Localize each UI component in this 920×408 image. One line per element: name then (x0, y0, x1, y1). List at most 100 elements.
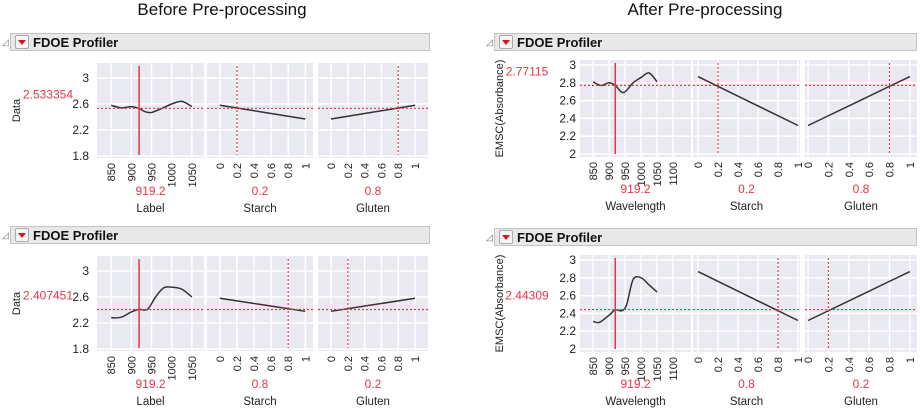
x-tick-label: 0.2 (713, 162, 725, 177)
prediction-curve (330, 297, 416, 313)
x-tick-label: 1 (300, 356, 312, 362)
x-tick-label: 0.4 (249, 163, 261, 178)
y-tick-label: 2.8 (559, 76, 576, 90)
prediction-curve (807, 75, 911, 127)
red-dropdown-menu-icon[interactable] (15, 35, 29, 49)
x-tick-label: 1 (793, 162, 805, 168)
x-tick-label: 0.8 (393, 356, 405, 371)
y-tick-label: 2.2 (559, 129, 576, 143)
x-tick-label: 0.4 (249, 356, 261, 371)
x-tick-label: 850 (106, 163, 118, 181)
x-tick-label: 0.2 (232, 356, 244, 371)
factor-current-value[interactable]: 0.8 (365, 184, 382, 198)
prediction-curve (592, 72, 658, 94)
x-tick-label: 0.2 (232, 163, 244, 178)
x-tick-label: 0.6 (864, 162, 876, 177)
x-tick-label: 1000 (167, 356, 179, 380)
factor-current-value[interactable]: 0.8 (738, 377, 755, 391)
x-tick-label: 0.6 (753, 162, 765, 177)
x-tick-label: 0.6 (266, 163, 278, 178)
x-tick-label: 1 (905, 162, 917, 168)
factor-current-value[interactable]: 0.8 (252, 377, 269, 391)
factor-label: Wavelength (605, 396, 665, 408)
x-tick-label: 0.6 (376, 356, 388, 371)
collapse-triangle-icon[interactable]: ◿ (2, 37, 9, 47)
x-tick-label: 900 (126, 163, 138, 181)
factor-current-value[interactable]: 0.2 (252, 184, 269, 198)
x-tick-label: 850 (588, 162, 600, 180)
response-value: 2.533354 (23, 87, 73, 101)
y-tick-label: 1.8 (72, 149, 89, 163)
x-tick-label: 0.8 (885, 162, 897, 177)
x-tick-label: 0.6 (376, 163, 388, 178)
x-tick-label: 1 (300, 163, 312, 169)
factor-current-value[interactable]: 0.2 (365, 377, 382, 391)
x-tick-label: 1 (410, 356, 422, 362)
x-tick-label: 1100 (668, 162, 680, 186)
x-tick-label: 0.8 (283, 356, 295, 371)
y-tick-label: 2.2 (72, 123, 89, 137)
factor-plot-area (693, 60, 800, 157)
profiler-title: FDOE Profiler (517, 34, 603, 50)
collapse-triangle-icon[interactable]: ◿ (2, 230, 9, 240)
profiler-header-after-1: FDOE Profiler (494, 33, 917, 51)
y-axis-label: EMSC(Absorbance) (494, 255, 506, 353)
x-tick-label: 0.2 (823, 162, 835, 177)
x-tick-label: 0.8 (885, 357, 897, 372)
collapse-triangle-icon[interactable]: ◿ (486, 37, 493, 47)
x-tick-label: 0.2 (343, 163, 355, 178)
x-tick-label: 0.2 (713, 357, 725, 372)
profiler-header-after-2: FDOE Profiler (494, 228, 917, 246)
red-dropdown-menu-icon[interactable] (15, 228, 29, 242)
factor-label: Gluten (844, 201, 878, 213)
x-tick-label: 0.4 (733, 357, 745, 372)
factor-label: Gluten (844, 396, 878, 408)
y-axis-label: EMSC(Absorbance) (494, 60, 506, 158)
red-dropdown-menu-icon[interactable] (499, 35, 513, 49)
y-tick-label: 2.2 (559, 324, 576, 338)
factor-current-value[interactable]: 0.2 (738, 182, 755, 196)
y-axis-label: Data (11, 98, 23, 122)
x-tick-label: 0.2 (823, 357, 835, 372)
factor-current-value[interactable]: 919.2 (620, 377, 650, 391)
factor-current-value[interactable]: 0.2 (853, 377, 870, 391)
x-tick-label: 900 (604, 357, 616, 375)
y-tick-label: 2.8 (559, 271, 576, 285)
factor-current-value[interactable]: 919.2 (620, 182, 650, 196)
factor-plot-area (207, 63, 313, 158)
x-tick-label: 0.4 (360, 163, 372, 178)
factor-current-value[interactable]: 919.2 (135, 184, 165, 198)
red-dropdown-menu-icon[interactable] (499, 230, 513, 244)
x-tick-label: 0.2 (343, 356, 355, 371)
factor-plot-area (805, 255, 917, 352)
y-tick-label: 2.6 (72, 97, 89, 111)
y-axis-label: Data (11, 291, 23, 315)
factor-plot-area (207, 256, 313, 351)
factor-plot-area (580, 60, 691, 157)
prediction-curve (330, 104, 416, 120)
x-tick-label: 0.4 (844, 357, 856, 372)
x-tick-label: 0.4 (733, 162, 745, 177)
factor-current-value[interactable]: 919.2 (135, 377, 165, 391)
x-tick-label: 0.6 (266, 356, 278, 371)
y-tick-label: 2.6 (72, 290, 89, 304)
x-tick-label: 1050 (187, 356, 199, 380)
factor-label: Label (136, 203, 164, 215)
x-tick-label: 0.8 (393, 163, 405, 178)
profiler-title: FDOE Profiler (33, 34, 119, 50)
x-tick-label: 1000 (167, 163, 179, 187)
x-tick-label: 1 (410, 163, 422, 169)
response-value: 2.44309 (505, 289, 549, 303)
collapse-triangle-icon[interactable]: ◿ (486, 232, 493, 242)
response-value: 2.77115 (506, 64, 549, 78)
x-tick-label: 1050 (187, 163, 199, 187)
factor-plot-area (318, 63, 428, 158)
factor-label: Starch (730, 396, 763, 408)
y-tick-label: 3 (569, 253, 576, 267)
x-tick-label: 0.6 (864, 357, 876, 372)
x-tick-label: 0 (215, 163, 227, 169)
x-tick-label: 950 (147, 356, 159, 374)
factor-current-value[interactable]: 0.8 (853, 182, 870, 196)
